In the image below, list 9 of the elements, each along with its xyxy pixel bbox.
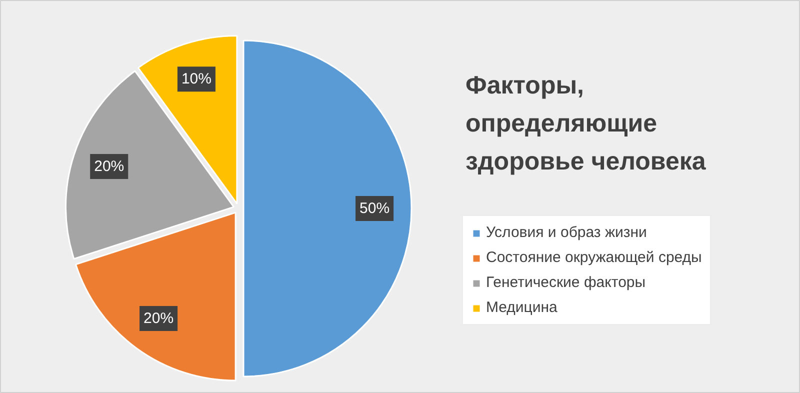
- legend-label: Условия и образ жизни: [486, 224, 647, 241]
- legend-label: Генетические факторы: [486, 274, 646, 291]
- data-label: 10%: [181, 70, 212, 88]
- data-label: 20%: [94, 158, 124, 175]
- data-label: 20%: [144, 310, 174, 328]
- legend-label: Состояние окружающей среды: [486, 249, 702, 266]
- text: Факторы, определяющие здоровье человека: [466, 72, 707, 176]
- data-label: 50%: [360, 200, 390, 217]
- legend-label: Медицина: [486, 299, 558, 316]
